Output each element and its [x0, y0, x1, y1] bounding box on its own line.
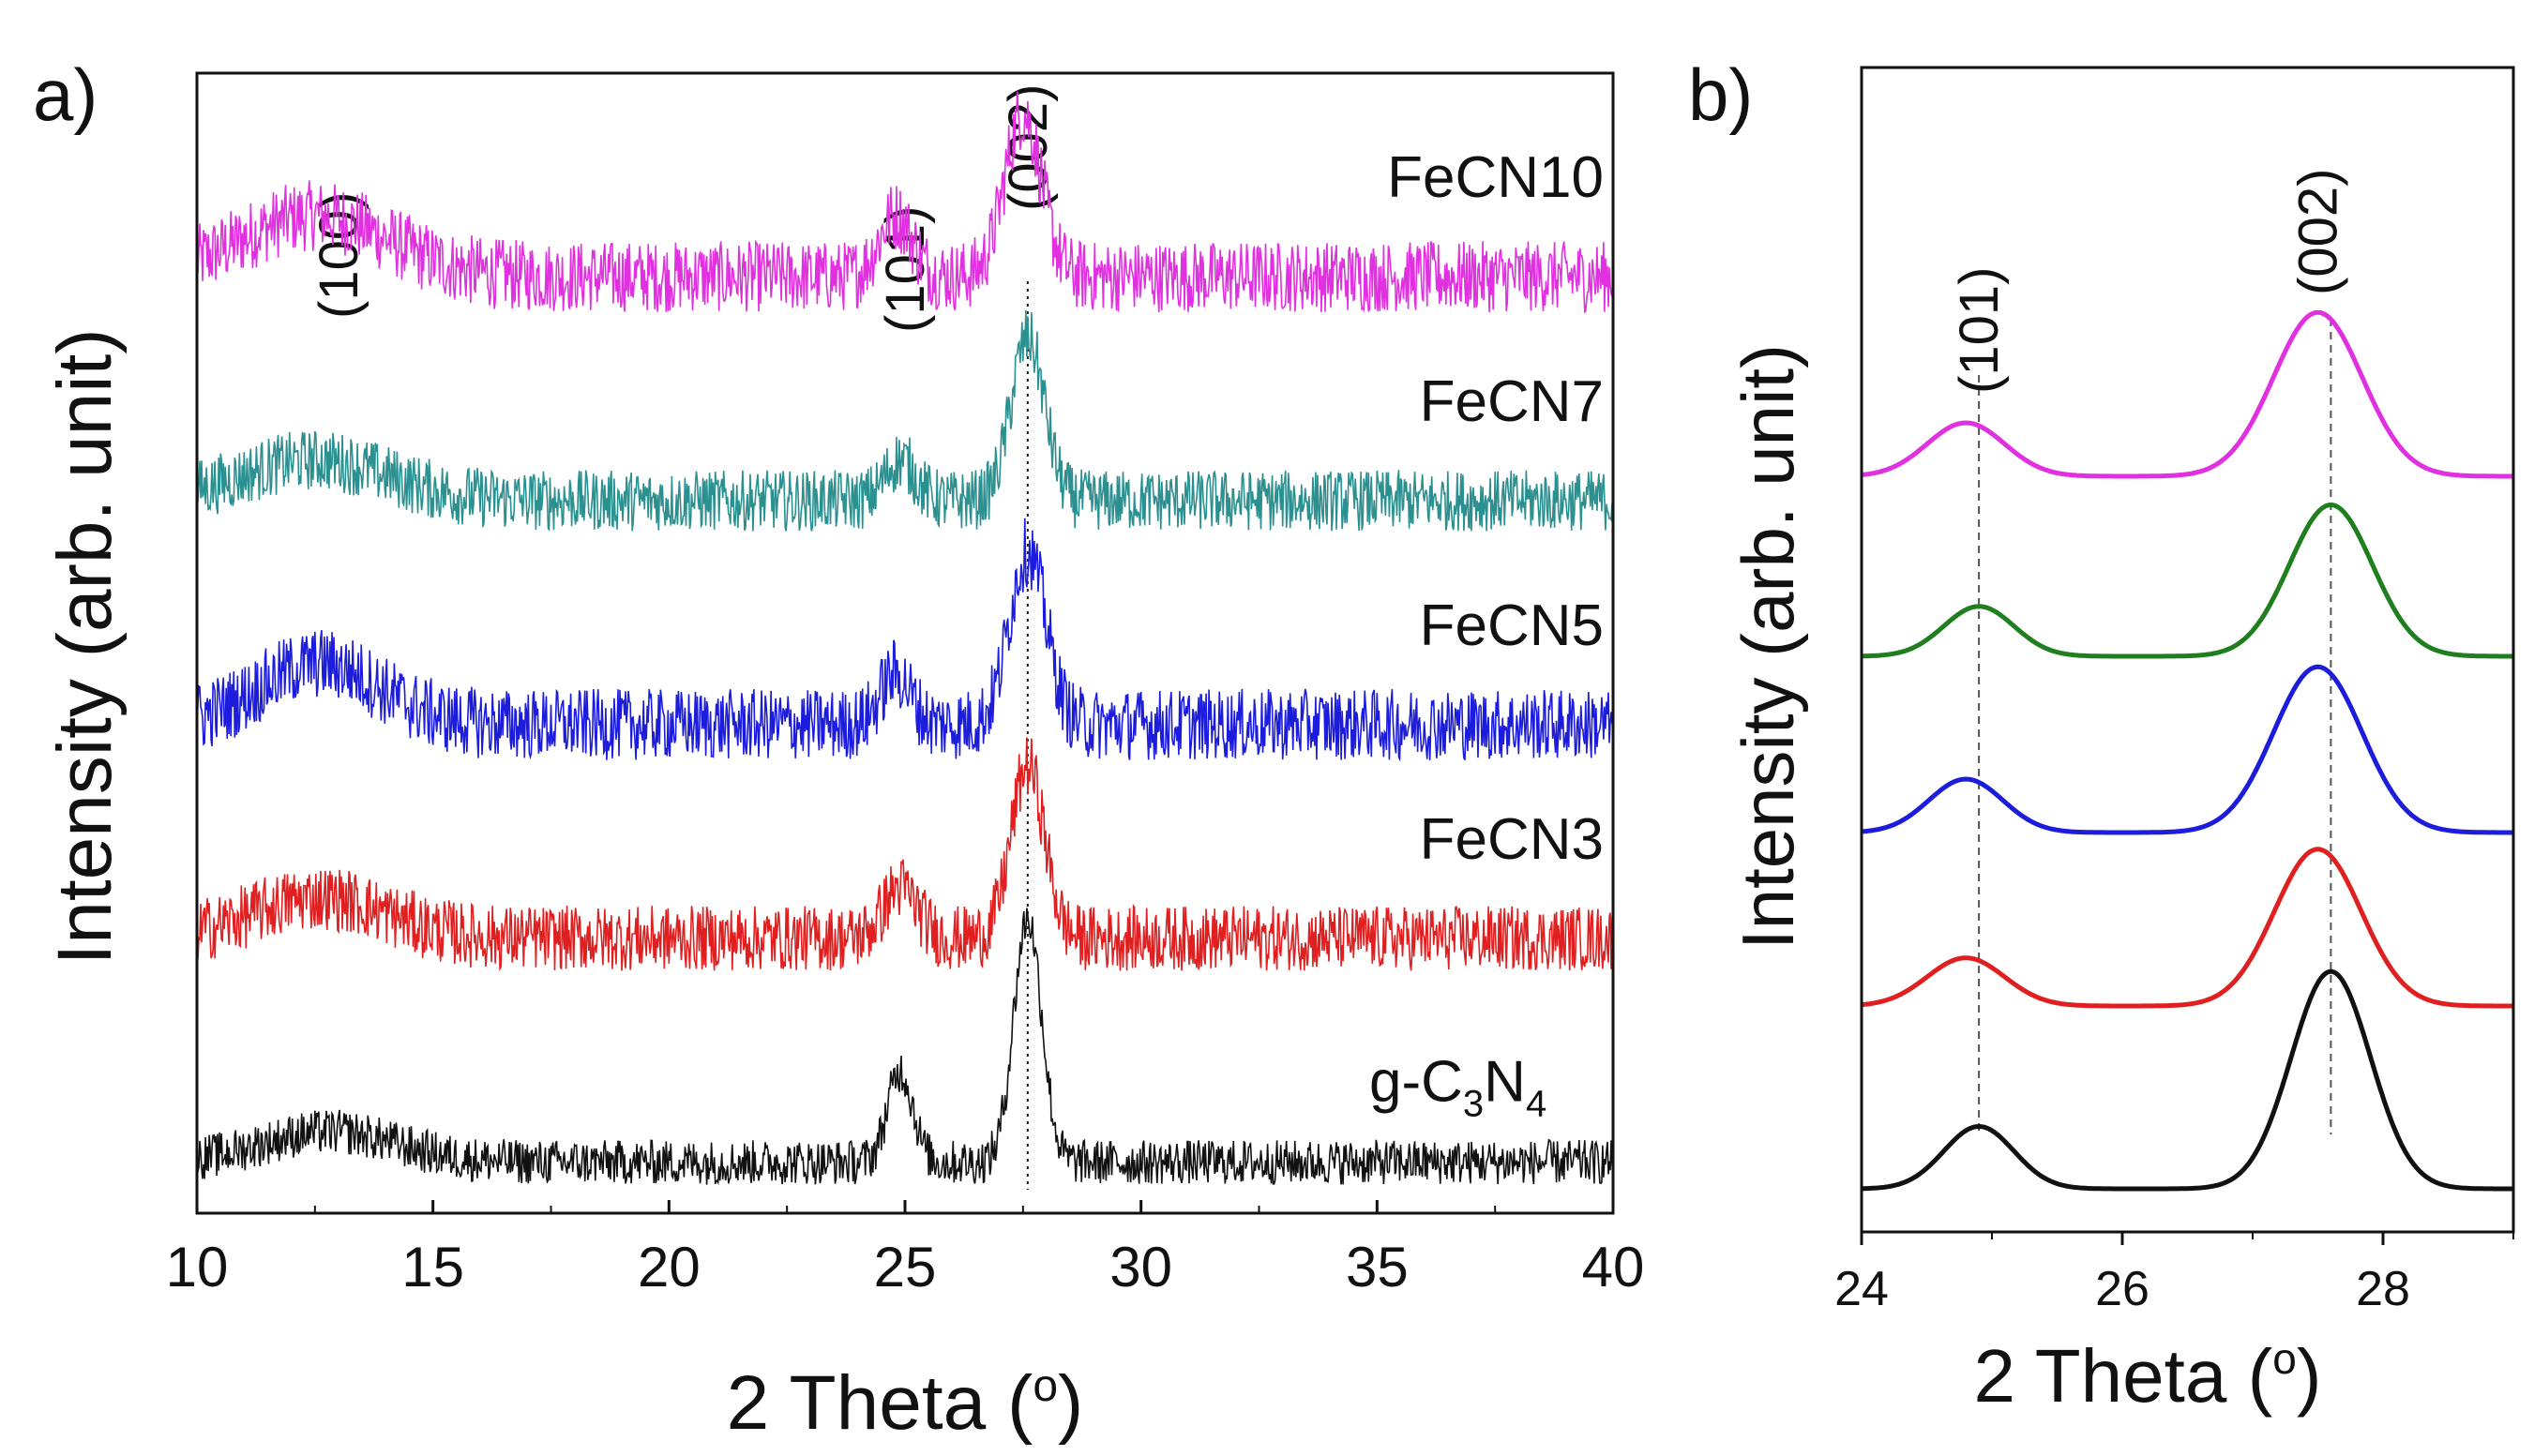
b-plot-frame — [1860, 66, 2515, 1234]
b-series-group — [1861, 309, 2513, 1192]
b-series-line-fecn3 — [1861, 847, 2513, 1009]
a-series-labels: FeCN10 FeCN7 FeCN5 FeCN3 g-C3N4 — [1369, 145, 1604, 1125]
a-x-tick-label: 10 — [166, 1236, 229, 1298]
a-x-tick-label: 40 — [1582, 1236, 1645, 1298]
a-series-label-fecn10: FeCN10 — [1387, 145, 1604, 210]
b-x-ticks: 24 26 28 — [1834, 1232, 2514, 1316]
panel-b-label: b) — [1688, 53, 1753, 136]
a-x-tick-label: 30 — [1109, 1236, 1172, 1298]
a-series-group — [196, 91, 1614, 1186]
b-y-axis-label: Intensity (arb. unit) — [1727, 344, 1809, 950]
a-series-line-fecn5 — [196, 518, 1614, 762]
a-series-label-g-c3n4: g-C3N4 — [1369, 1050, 1546, 1125]
b-x-tick-label: 28 — [2356, 1262, 2410, 1316]
a-series-label-fecn7: FeCN7 — [1420, 369, 1604, 434]
b-peak-annotations: (101) (002) — [1949, 169, 2348, 394]
a-x-axis-label: 2 Theta (o) — [727, 1360, 1084, 1446]
panel-a: a) (100) (101)(002) FeCN10FeCN7FeCN5FeCN3… — [33, 53, 1644, 1446]
a-x-ticks: 10 15 20 25 30 35 40 — [166, 1200, 1645, 1298]
a-series-line-fecn7 — [196, 310, 1614, 532]
a-series-line-g-c3n4 — [196, 908, 1614, 1186]
a-series-label-fecn3: FeCN3 — [1420, 807, 1604, 872]
b-series-line-fecn5 — [1861, 664, 2513, 835]
a-x-tick-label: 25 — [874, 1236, 937, 1298]
b-peak-label-1: (101) — [1949, 267, 2010, 394]
a-x-tick-label: 15 — [401, 1236, 464, 1298]
b-x-axis-label: 2 Theta (o) — [1974, 1334, 2322, 1418]
a-y-axis-label: Intensity (arb. unit) — [42, 328, 128, 965]
a-series-line-fecn10 — [196, 91, 1614, 314]
a-x-tick-label: 35 — [1346, 1236, 1409, 1298]
a-series-label-fecn5: FeCN5 — [1420, 593, 1604, 658]
b-x-tick-label: 26 — [2095, 1262, 2149, 1316]
b-series-line-g-c3n4 — [1861, 968, 2513, 1192]
b-peak-label-2: (002) — [2288, 169, 2349, 295]
panel-a-label: a) — [33, 53, 98, 136]
b-reference-lines — [1978, 319, 2332, 1134]
b-series-line-fecn7 — [1862, 502, 2513, 659]
a-x-tick-label: 20 — [638, 1236, 701, 1298]
a-series-line-fecn3 — [196, 737, 1614, 972]
panel-b: b) (101) (002) 24 26 28 Intensity (arb. uni… — [1688, 53, 2515, 1418]
b-series-line-fecn10 — [1861, 309, 2513, 479]
b-x-tick-label: 24 — [1834, 1262, 1889, 1316]
